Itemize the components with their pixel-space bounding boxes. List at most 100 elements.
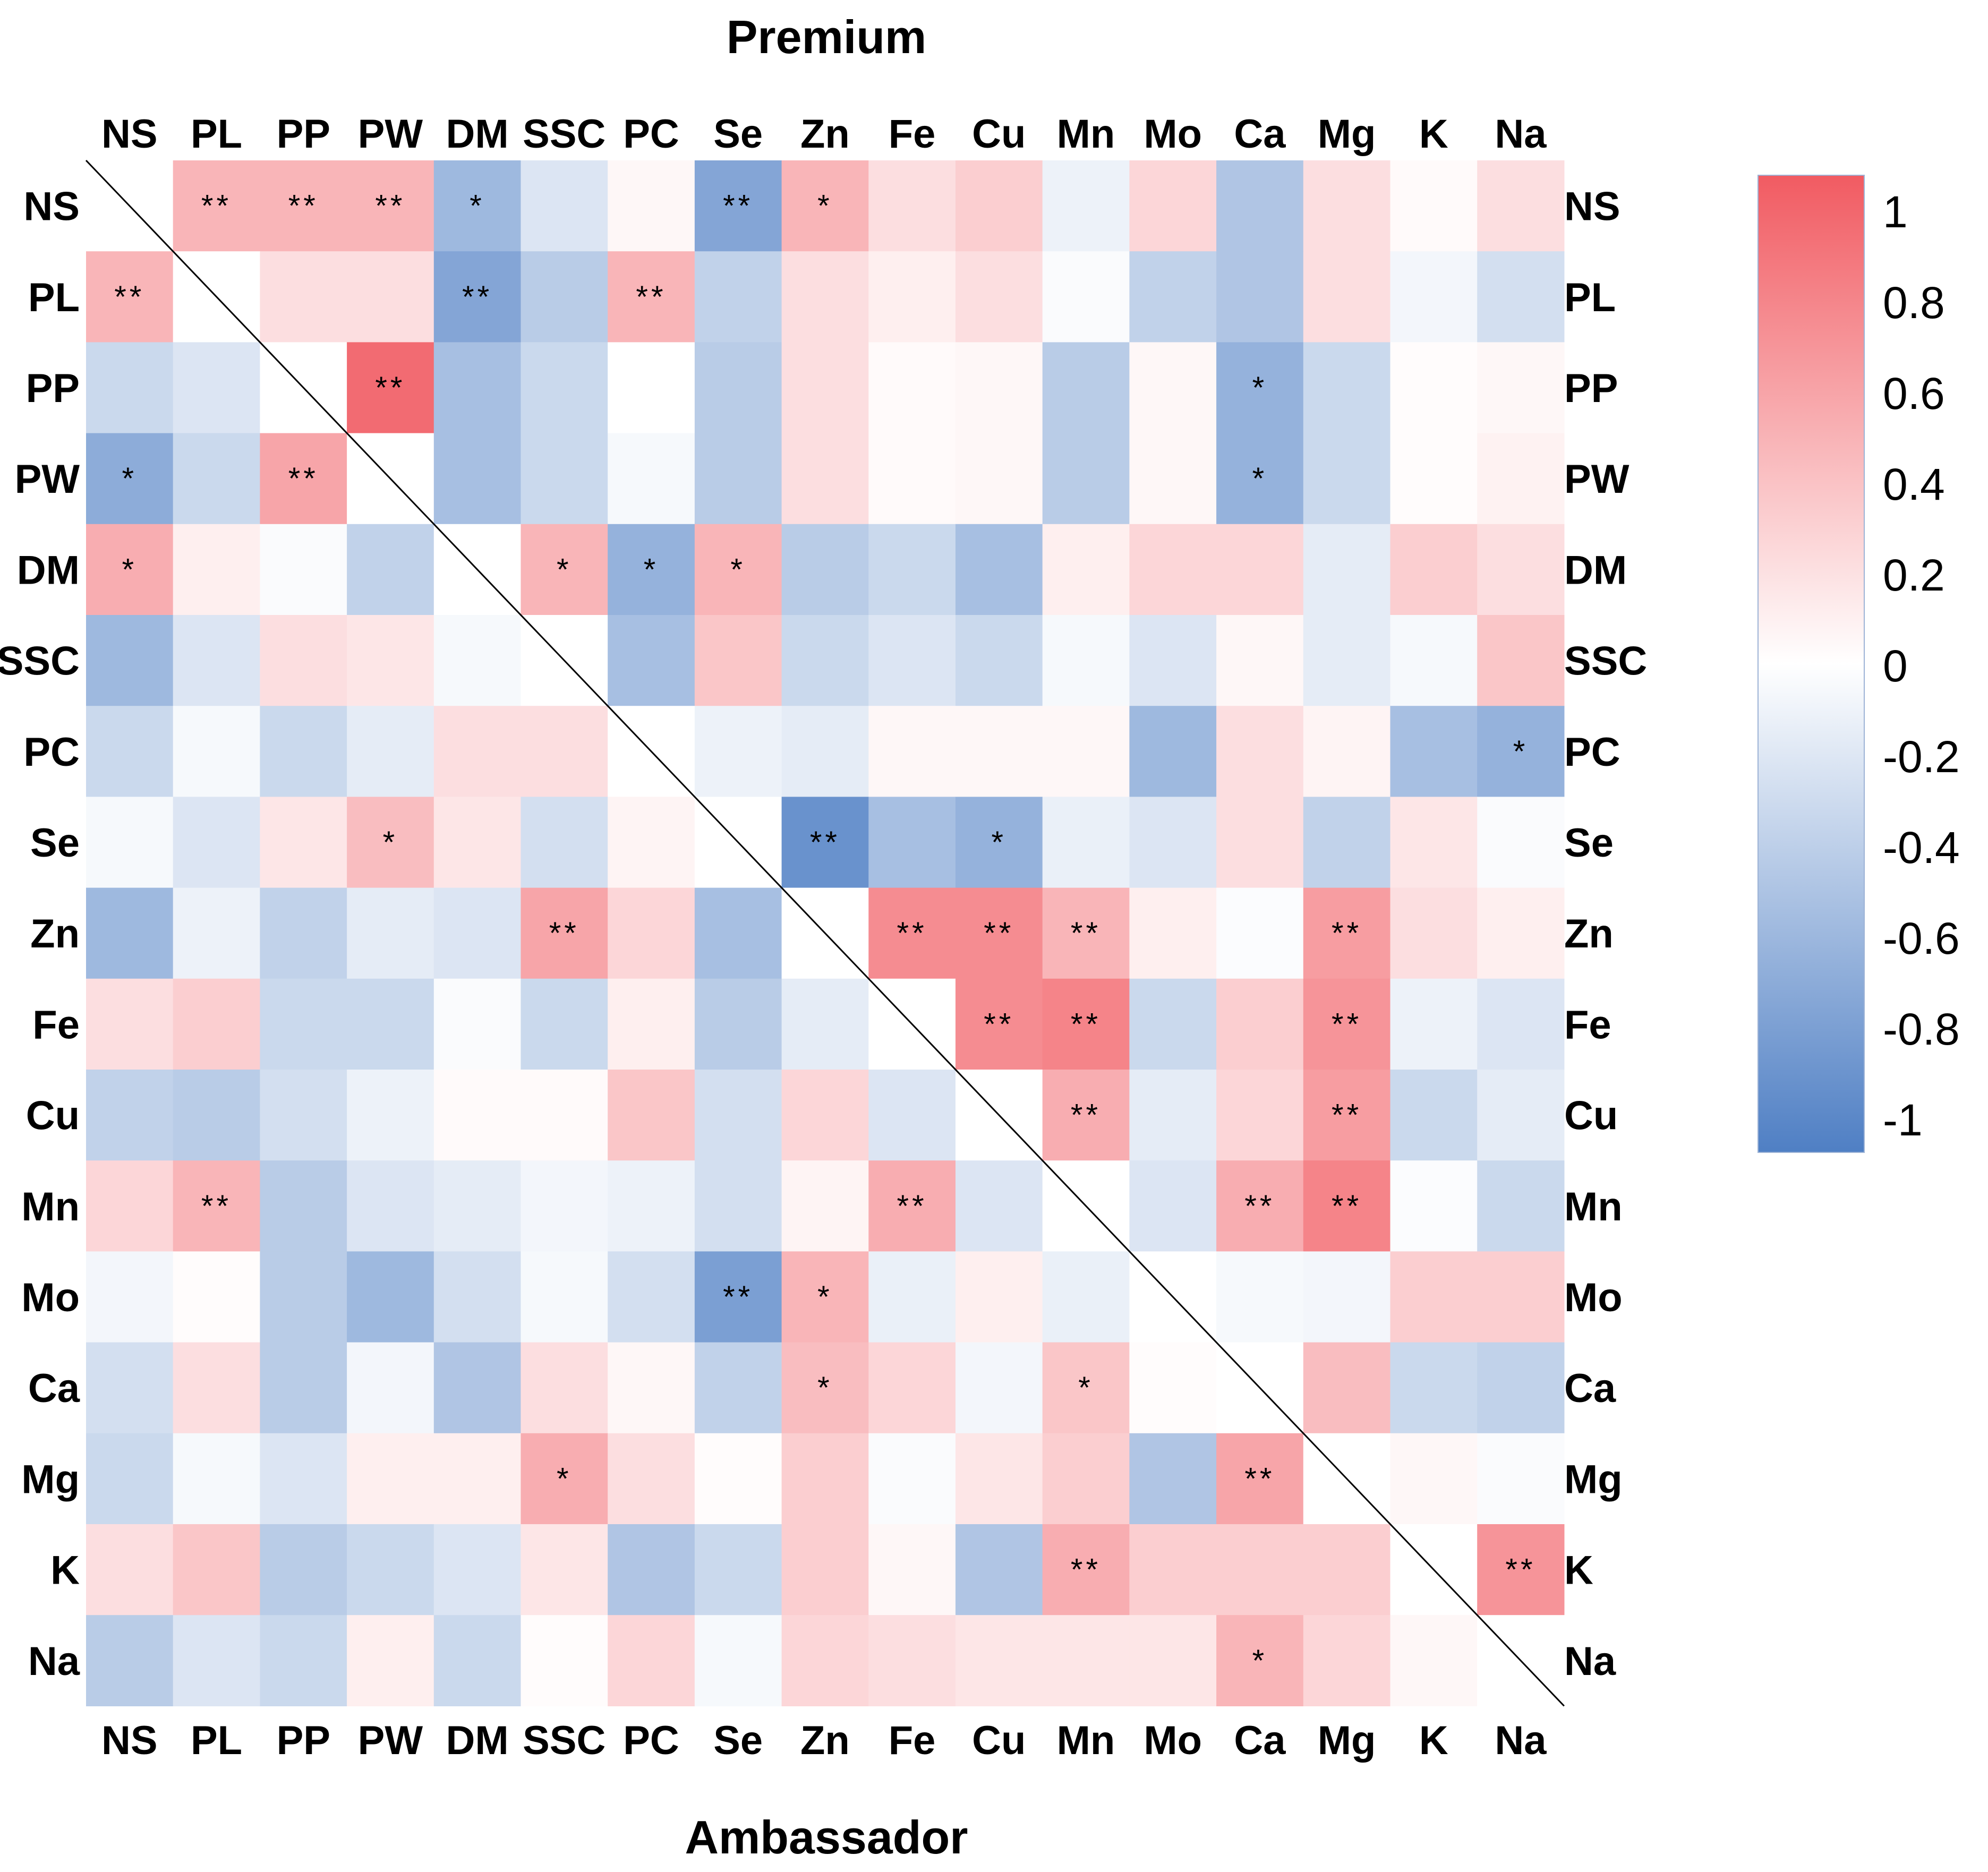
significance-marker-Ca-Zn: *: [817, 1371, 833, 1405]
heatmap-cell-Fe-Cu: [955, 978, 1043, 1070]
bottom-axis-label-PW: PW: [358, 1718, 423, 1763]
heatmap-cell-Cu-Ca: [1216, 1070, 1304, 1161]
heatmap-cell-Ca-NS: [86, 1342, 174, 1434]
heatmap-cell-Zn-PC: [608, 887, 695, 979]
heatmap-cell-Zn-Cu: [955, 887, 1043, 979]
heatmap-cell-Zn-Mo: [1129, 887, 1217, 979]
heatmap-cell-Mn-PL: [173, 1160, 260, 1252]
right-axis-label-Na: Na: [1564, 1639, 1616, 1684]
top-axis-label-PW: PW: [358, 112, 423, 157]
top-axis-label-Mo: Mo: [1144, 112, 1202, 157]
heatmap-cell-Fe-DM: [433, 978, 522, 1070]
heatmap-cell-PC-Ca: [1216, 706, 1304, 797]
heatmap-cell-Se-PC: [608, 797, 695, 888]
heatmap-cell-Na-NS: [86, 1615, 174, 1706]
heatmap-cell-PP-Cu: [955, 342, 1043, 434]
heatmap-cell-Fe-Na: [1477, 978, 1565, 1070]
heatmap-cell-Mg-Mo: [1129, 1433, 1217, 1525]
heatmap-cell-Zn-PL: [173, 887, 260, 979]
significance-marker-Fe-Cu: **: [984, 1007, 1014, 1041]
heatmap-cell-Na-DM: [433, 1615, 522, 1706]
heatmap-cell-Mg-Cu: [955, 1433, 1043, 1525]
heatmap-cell-Cu-Zn: [781, 1070, 869, 1161]
heatmap-cell-Na-K: [1390, 1615, 1478, 1706]
heatmap-cells: [86, 160, 1565, 1706]
heatmap-cell-DM-Cu: [955, 524, 1043, 616]
top-axis-label-Se: Se: [713, 112, 763, 157]
heatmap-cell-DM-Se: [694, 524, 782, 616]
heatmap-cell-Ca-PL: [173, 1342, 260, 1434]
right-axis-label-Mg: Mg: [1564, 1457, 1623, 1502]
heatmap-cell-Se-Cu: [955, 797, 1043, 888]
left-axis-label-PW: PW: [15, 457, 80, 502]
heatmap-cell-PL-Na: [1477, 251, 1565, 343]
heatmap-cell-PW-NS: [86, 433, 174, 525]
significance-marker-PL-PC: **: [636, 280, 666, 314]
heatmap-cell-Na-Mg: [1303, 1615, 1391, 1706]
left-axis-label-PC: PC: [23, 730, 80, 775]
heatmap-cell-Ca-K: [1390, 1342, 1478, 1434]
heatmap-cell-Se-SSC: [521, 797, 608, 888]
heatmap-cell-Zn-Mn: [1042, 887, 1130, 979]
significance-marker-K-Mn: **: [1071, 1553, 1101, 1587]
heatmap-cell-PP-PW: [347, 342, 434, 434]
heatmap-cell-PL-Ca: [1216, 251, 1304, 343]
significance-marker-NS-Zn: *: [817, 189, 833, 224]
heatmap-cell-DM-Mn: [1042, 524, 1130, 616]
heatmap-cell-Cu-PC: [608, 1070, 695, 1161]
heatmap-cell-Mo-Mg: [1303, 1251, 1391, 1343]
heatmap-cell-Mo-Zn: [781, 1251, 869, 1343]
right-axis-label-DM: DM: [1564, 548, 1627, 593]
heatmap-cell-Fe-PL: [173, 978, 260, 1070]
heatmap-cell-Na-PW: [347, 1615, 434, 1706]
heatmap-cell-Mn-Se: [694, 1160, 782, 1252]
heatmap-cell-Se-PP: [260, 797, 347, 888]
top-axis-label-PP: PP: [277, 112, 330, 157]
heatmap-cell-SSC-K: [1390, 615, 1478, 706]
heatmap-cell-PP-Zn: [781, 342, 869, 434]
heatmap-cell-Zn-NS: [86, 887, 174, 979]
significance-marker-DM-Se: *: [730, 552, 746, 587]
heatmap-cell-Cu-Mo: [1129, 1070, 1217, 1161]
heatmap-cell-Se-NS: [86, 797, 174, 888]
heatmap-cell-Fe-Se: [694, 978, 782, 1070]
heatmap-cell-Na-PC: [608, 1615, 695, 1706]
heatmap-cell-Cu-Mn: [1042, 1070, 1130, 1161]
heatmap-cell-NS-PP: [260, 160, 347, 252]
heatmap-cell-SSC-Na: [1477, 615, 1565, 706]
heatmap-cell-Se-K: [1390, 797, 1478, 888]
colorbar-gradient: [1757, 175, 1865, 1153]
heatmap-cell-Cu-Mg: [1303, 1070, 1391, 1161]
heatmap-cell-Mo-Cu: [955, 1251, 1043, 1343]
heatmap-cell-Mo-K: [1390, 1251, 1478, 1343]
heatmap-cell-Se-Zn: [781, 797, 869, 888]
significance-marker-Zn-Fe: **: [897, 916, 927, 951]
heatmap-cell-K-PL: [173, 1524, 260, 1615]
heatmap-cell-Ca-SSC: [521, 1342, 608, 1434]
heatmap-cell-Ca-Na: [1477, 1342, 1565, 1434]
heatmap-cell-Se-PL: [173, 797, 260, 888]
heatmap-cell-PW-DM: [433, 433, 522, 525]
heatmap-cell-PC-Cu: [955, 706, 1043, 797]
colorbar: 1 0.8 0.6 0.4 0.2 0 -0.2 -0.4 -0.6 -0.8 -1: [1757, 175, 1960, 1153]
heatmap-cell-PP-PL: [173, 342, 260, 434]
heatmap-cell-PW-SSC: [521, 433, 608, 525]
heatmap-cell-Mg-PP: [260, 1433, 347, 1525]
heatmap-cell-Mg-Zn: [781, 1433, 869, 1525]
heatmap-cell-Zn-K: [1390, 887, 1478, 979]
significance-marker-Mn-Mg: **: [1332, 1189, 1362, 1224]
bottom-axis-label-PL: PL: [191, 1718, 242, 1763]
heatmap-cell-NS-DM: [433, 160, 522, 252]
heatmap-cell-Mg-PC: [608, 1433, 695, 1525]
heatmap-cell-DM-Mo: [1129, 524, 1217, 616]
heatmap-cell-PL-Cu: [955, 251, 1043, 343]
heatmap-cell-Na-SSC: [521, 1615, 608, 1706]
heatmap-cell-Mg-Fe: [868, 1433, 956, 1525]
right-axis-label-Cu: Cu: [1564, 1093, 1618, 1139]
top-axis-label-DM: DM: [446, 112, 508, 157]
heatmap-cell-PP-SSC: [521, 342, 608, 434]
heatmap-cell-Ca-Fe: [868, 1342, 956, 1434]
heatmap-cell-Cu-PL: [173, 1070, 260, 1161]
heatmap-cell-Mn-Cu: [955, 1160, 1043, 1252]
top-axis-label-NS: NS: [101, 112, 158, 157]
